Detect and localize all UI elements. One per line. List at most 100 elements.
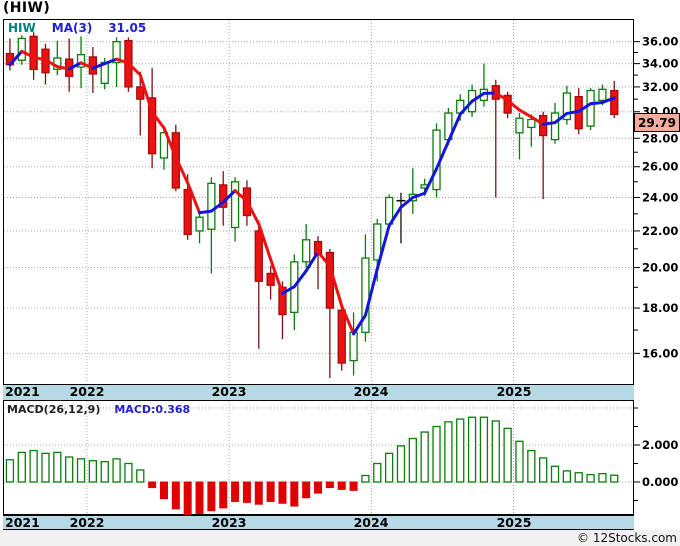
symbol-label: HIW — [8, 21, 36, 35]
macd-bar-negative — [242, 481, 251, 503]
page-title: (HIW) — [3, 0, 51, 16]
macd-bar-positive — [65, 456, 74, 483]
macd-bar-positive — [456, 418, 465, 483]
macd-bar-negative — [231, 481, 240, 502]
ma-line-segment — [32, 55, 47, 62]
ma-line-segment — [435, 139, 450, 171]
macd-bar-positive — [515, 440, 524, 483]
candle-up — [527, 118, 536, 129]
candle-down — [337, 309, 346, 364]
macd-bar-positive — [88, 460, 98, 483]
macd-bar-positive — [598, 473, 607, 483]
macd-bar-positive — [550, 465, 560, 483]
macd-bar-positive — [373, 462, 382, 483]
price-axis-label: 20.00 — [642, 261, 678, 275]
candle-up — [550, 112, 560, 141]
ma-line-segment — [506, 98, 521, 112]
ma-line-segment — [162, 126, 178, 159]
ma-line-segment — [577, 102, 593, 113]
ma-line-segment — [103, 57, 119, 66]
macd-bar-positive — [574, 472, 583, 483]
ma-line-segment — [541, 121, 557, 126]
macd-bar-positive — [5, 459, 15, 483]
macd-bar-positive — [17, 451, 26, 483]
ma-line-segment — [150, 110, 166, 130]
macd-bar-positive — [396, 445, 406, 483]
candle-down — [219, 184, 228, 208]
macd-bar-positive — [586, 473, 595, 483]
macd-bar-positive — [539, 457, 548, 483]
macd-axis-label: 0.000 — [642, 475, 678, 489]
ma-line-segment — [269, 257, 284, 295]
ma-line-segment — [20, 49, 36, 59]
ma-line-segment — [280, 285, 296, 295]
ma-line-segment — [328, 264, 344, 308]
candle-down — [610, 89, 619, 116]
macd-bar-positive — [491, 420, 500, 483]
macd-bar-positive — [112, 458, 121, 483]
ma-line-segment — [186, 181, 202, 215]
year-label-2024: 2024 — [353, 515, 389, 530]
macd-axis-label: 2.000 — [642, 438, 678, 452]
candle-up — [373, 223, 382, 261]
candle-down — [88, 56, 98, 75]
macd-legend: MACD(26,12,9) MACD:0.368 — [7, 403, 190, 416]
ma-line-segment — [209, 200, 225, 213]
macd-bar-positive — [361, 474, 370, 483]
ma-value: 31.05 — [108, 21, 147, 35]
ma-line-segment — [126, 61, 142, 77]
candle-up — [598, 88, 607, 102]
macd-bar-positive — [29, 449, 38, 483]
ma-line-segment — [304, 250, 320, 273]
main-chart-legend: HIW MA(3) 31.05 — [8, 21, 146, 35]
candle-up — [112, 41, 121, 64]
ma-line-segment — [115, 57, 130, 65]
price-axis-label: 32.00 — [642, 80, 678, 94]
macd-bar-positive — [610, 474, 619, 483]
ma-line-segment — [198, 209, 213, 215]
ma-line-segment — [589, 100, 604, 106]
ma-label: MA(3) — [51, 21, 93, 35]
candle-up — [76, 54, 86, 68]
macd-bar-negative — [254, 481, 263, 505]
macd-bar-negative — [266, 481, 275, 502]
ma-line-segment — [138, 73, 154, 114]
year-label-2021: 2021 — [5, 384, 40, 399]
macd-bar-positive — [384, 452, 394, 483]
price-axis-label: 28.00 — [642, 131, 678, 145]
candle-down — [325, 251, 335, 309]
macd-params-label: MACD(26,12,9) — [7, 403, 101, 416]
candle-up — [159, 132, 169, 159]
candle-down — [147, 97, 157, 155]
year-label-2025: 2025 — [496, 515, 532, 530]
ma-line-segment — [375, 224, 391, 271]
macd-bar-negative — [325, 481, 334, 489]
macd-bar-negative — [337, 481, 346, 490]
ma-line-segment — [600, 96, 616, 104]
year-label-2025: 2025 — [496, 384, 532, 399]
ma-line-segment — [233, 189, 249, 203]
ma-line-segment — [446, 112, 462, 143]
macd-bar-positive — [53, 451, 62, 483]
macd-bar-negative — [290, 481, 299, 507]
macd-bar-negative — [171, 481, 180, 510]
ma-line-segment — [292, 269, 308, 289]
price-axis-label: 16.00 — [642, 346, 678, 360]
macd-bar-positive — [76, 458, 86, 483]
macd-bar-negative — [183, 481, 192, 515]
macd-bar-negative — [219, 481, 228, 509]
year-label-2023: 2023 — [211, 515, 247, 530]
ma-line-segment — [517, 108, 533, 119]
candle-down — [136, 86, 145, 100]
price-axis-label: 18.00 — [642, 301, 678, 315]
ma-line-segment — [67, 61, 83, 71]
ma-line-segment — [91, 62, 107, 70]
macd-bar-positive — [432, 425, 441, 483]
macd-bar-negative — [159, 481, 168, 500]
ma-line-segment — [55, 65, 71, 71]
ma-line-segment — [553, 111, 569, 125]
ma-line-segment — [363, 267, 379, 317]
price-axis-label: 22.00 — [642, 224, 678, 238]
ma-line-segment — [411, 191, 427, 200]
